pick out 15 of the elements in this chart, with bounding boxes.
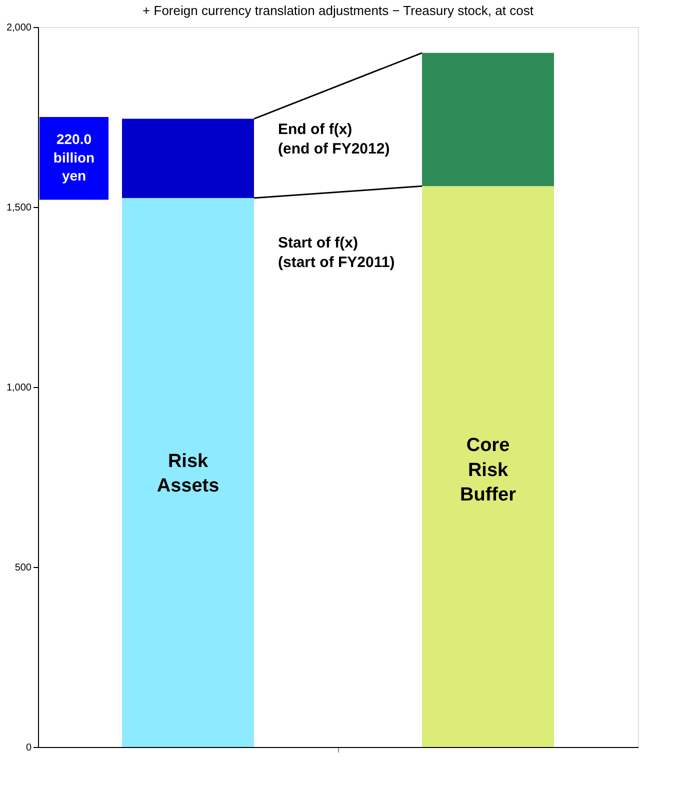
- annotation: 220.0 billion yen: [53, 131, 95, 184]
- bar: [422, 52, 554, 186]
- y-tick-label: 1,500: [6, 202, 32, 214]
- y-tick-label: 500: [14, 562, 32, 574]
- bar: [422, 186, 554, 747]
- y-tick-label: 1,000: [6, 382, 32, 394]
- annotation: Risk Assets: [156, 451, 220, 497]
- y-tick-label: 0: [26, 742, 32, 754]
- annotation: Start of f(x) (start of FY2011): [278, 234, 395, 271]
- bar: [122, 118, 254, 198]
- y-tick-label: 2,000: [6, 22, 32, 34]
- bar: [122, 198, 254, 747]
- annotation: End of f(x) (end of FY2012): [278, 120, 390, 158]
- annotation: Core Risk Buffer: [460, 435, 517, 506]
- chart-title: + Foreign currency translation adjustments − Treasury stock, at cost: [142, 3, 534, 18]
